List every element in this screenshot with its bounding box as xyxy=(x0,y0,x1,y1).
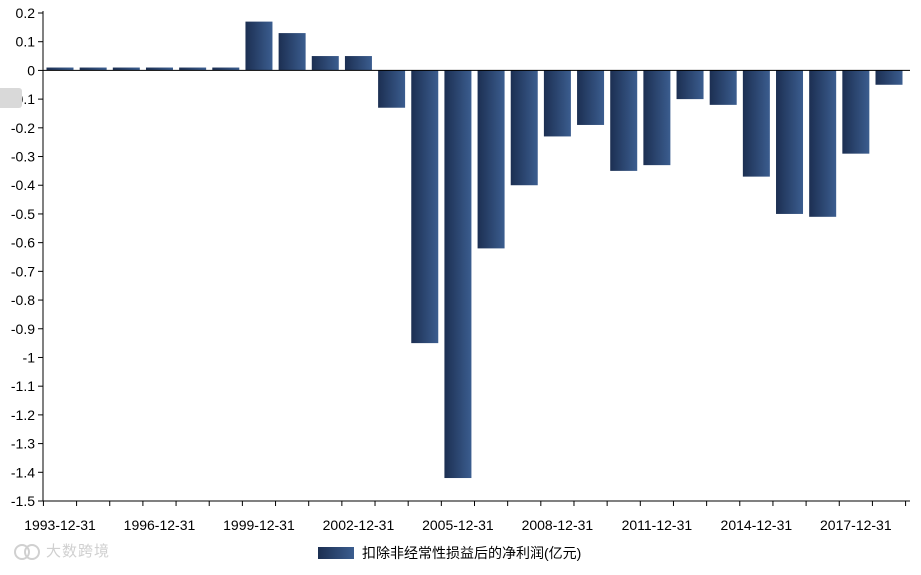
x-tick-label: 2002-12-31 xyxy=(323,517,395,533)
y-tick-label: -0.3 xyxy=(11,149,35,165)
y-tick-label: -0.9 xyxy=(11,321,35,337)
bar-2002-12-31 xyxy=(344,56,372,71)
bar-1996-12-31 xyxy=(145,67,173,71)
y-tick-label: -1.4 xyxy=(11,464,35,480)
bar-1993-12-31 xyxy=(46,67,74,71)
bar-1999-12-31 xyxy=(245,21,273,71)
x-tick-label: 1996-12-31 xyxy=(124,517,196,533)
bar-2008-12-31 xyxy=(543,70,571,137)
bar-2000-12-31 xyxy=(278,33,306,71)
x-tick-label: 2005-12-31 xyxy=(422,517,494,533)
bar-2010-12-31 xyxy=(610,70,638,171)
bar-1995-12-31 xyxy=(112,67,140,71)
bar-2011-12-31 xyxy=(643,70,671,166)
bar-2017-12-31 xyxy=(842,70,870,154)
bar-2015-12-31 xyxy=(776,70,804,214)
bar-2007-12-31 xyxy=(510,70,538,186)
x-tick-label: 2008-12-31 xyxy=(522,517,594,533)
bar-2005-12-31 xyxy=(444,70,472,479)
bar-1998-12-31 xyxy=(212,67,240,71)
bar-2013-12-31 xyxy=(709,70,737,105)
bar-2018-12-31 xyxy=(875,70,903,85)
y-tick-label: -0.4 xyxy=(11,177,35,193)
bar-2003-12-31 xyxy=(378,70,406,108)
y-tick-label: 0 xyxy=(27,62,35,78)
y-tick-label: -1.3 xyxy=(11,436,35,452)
bar-2016-12-31 xyxy=(809,70,837,217)
bar-2006-12-31 xyxy=(477,70,505,249)
bar-2004-12-31 xyxy=(411,70,439,344)
y-tick-label: 0.2 xyxy=(16,5,36,21)
y-tick-label: -0.2 xyxy=(11,120,35,136)
side-tab-handle[interactable] xyxy=(0,88,22,108)
bar-1997-12-31 xyxy=(179,67,207,71)
x-tick-label: 2017-12-31 xyxy=(820,517,892,533)
y-tick-label: -1.5 xyxy=(11,493,35,509)
watermark: 大数跨境 xyxy=(14,540,110,561)
x-tick-label: 2011-12-31 xyxy=(622,517,693,533)
bars-layer xyxy=(46,21,903,479)
y-tick-label: 0.1 xyxy=(16,34,36,50)
y-tick-label: -1.1 xyxy=(11,378,35,394)
y-tick-label: -0.8 xyxy=(11,292,35,308)
y-tick-label: -0.6 xyxy=(11,235,35,251)
watermark-text: 大数跨境 xyxy=(46,543,111,560)
bar-2012-12-31 xyxy=(676,70,704,100)
legend: 扣除非经常性损益后的净利润(亿元) xyxy=(318,543,581,563)
bar-2001-12-31 xyxy=(311,56,339,71)
y-tick-label: -1 xyxy=(23,349,36,365)
bar-2014-12-31 xyxy=(742,70,770,177)
bar-1994-12-31 xyxy=(79,67,107,71)
legend-label: 扣除非经常性损益后的净利润(亿元) xyxy=(362,545,582,561)
legend-swatch xyxy=(318,547,354,559)
watermark-logo-icon xyxy=(14,542,40,560)
x-tick-label: 2014-12-31 xyxy=(721,517,793,533)
y-tick-label: -0.5 xyxy=(11,206,35,222)
x-tick-label: 1993-12-31 xyxy=(24,517,96,533)
y-tick-label: -0.7 xyxy=(11,263,35,279)
x-tick-label: 1999-12-31 xyxy=(223,517,295,533)
bar-2009-12-31 xyxy=(577,70,605,125)
y-tick-label: -1.2 xyxy=(11,407,35,423)
